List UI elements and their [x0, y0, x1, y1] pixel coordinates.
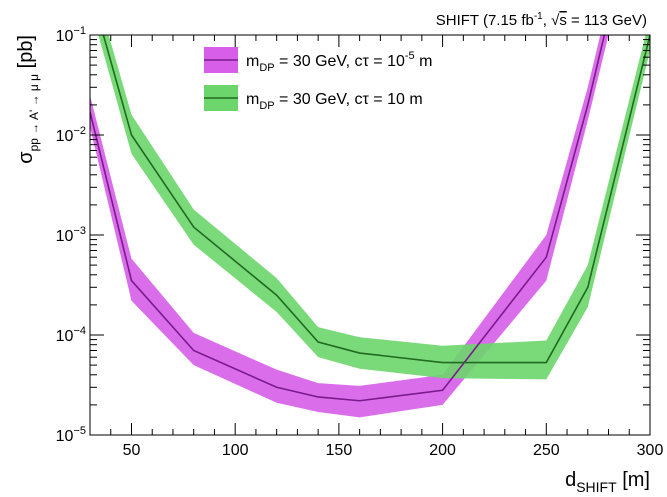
y-tick-label: 10−2: [56, 125, 86, 145]
luminosity-annotation: SHIFT (7.15 fb-1, √s = 113 GeV): [436, 11, 647, 29]
x-tick-label: 100: [222, 442, 249, 459]
y-tick-label: 10−5: [56, 425, 86, 445]
x-tick-label: 250: [533, 442, 560, 459]
x-tick-label: 200: [429, 442, 456, 459]
legend: mDP = 30 GeV, cτ = 10-5 m mDP = 30 GeV, …: [204, 47, 432, 112]
legend-label-purple: mDP = 30 GeV, cτ = 10-5 m: [246, 50, 432, 74]
y-axis-title: σpp → A' → μ μ [pb]: [15, 35, 41, 164]
y-tick-label: 10−1: [56, 25, 86, 45]
legend-entry-purple: mDP = 30 GeV, cτ = 10-5 m: [204, 47, 432, 74]
y-tick-label: 10−3: [56, 225, 86, 245]
x-tick-label: 150: [326, 442, 353, 459]
x-tick-label: 300: [637, 442, 664, 459]
x-axis-title: dSHIFT [m]: [565, 469, 650, 495]
line-purple: [90, 35, 606, 402]
x-tick-label: 50: [123, 442, 141, 459]
line-green: [102, 35, 650, 364]
legend-label-green: mDP = 30 GeV, cτ = 10 m: [246, 91, 423, 112]
y-tick-label: 10−4: [56, 325, 86, 345]
legend-entry-green: mDP = 30 GeV, cτ = 10 m: [204, 85, 423, 112]
sqrt-symbol: √: [551, 12, 560, 29]
